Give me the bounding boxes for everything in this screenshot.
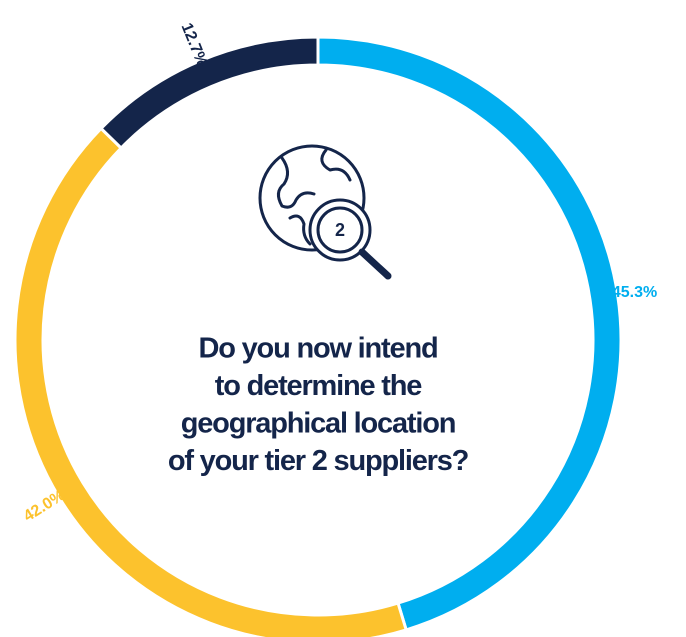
value-label: 42.0% <box>21 487 68 525</box>
globe <box>258 144 366 252</box>
value-label: 45.3% <box>612 284 657 301</box>
icon: 2 <box>258 144 392 280</box>
globe-land <box>288 214 312 246</box>
value-label: 12.7% <box>178 21 211 69</box>
chart-title: geographical location <box>181 408 456 440</box>
chart-title: Do you now intend <box>199 333 438 365</box>
chart-title: of your tier 2 suppliers? <box>168 445 469 477</box>
icon-number: 2 <box>335 220 345 240</box>
magnifier-lens <box>316 206 364 254</box>
globe-land <box>277 156 316 209</box>
globe-land <box>320 148 352 182</box>
magnifier-handle <box>358 248 392 280</box>
donut-segment <box>98 35 320 151</box>
chart-title: to determine the <box>215 370 422 402</box>
